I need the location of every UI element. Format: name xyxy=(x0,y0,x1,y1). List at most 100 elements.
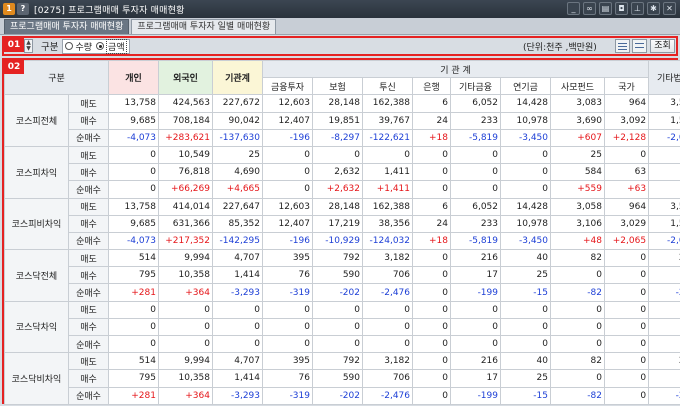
table-cell: 0 xyxy=(412,266,451,285)
header-trust: 투신 xyxy=(362,77,413,96)
close-icon[interactable]: ✕ xyxy=(663,2,676,15)
row-type-label: 매도 xyxy=(68,300,109,319)
table-cell: +66,269 xyxy=(158,180,213,199)
table-cell: -202 xyxy=(312,283,363,302)
table-cell: 28,148 xyxy=(312,197,363,216)
spin-up-icon[interactable]: ▲ xyxy=(26,39,31,46)
radio-quantity[interactable]: 수량 xyxy=(65,40,92,53)
table-cell: -5,819 xyxy=(450,231,501,251)
table-row[interactable]: 매수 9,685 708,184 90,042 12,407 19,851 39,767 24… xyxy=(5,111,680,130)
table-cell: -82 xyxy=(550,283,605,302)
radio-amount-dot[interactable] xyxy=(96,42,105,50)
table-cell: 0 xyxy=(603,317,650,337)
table-cell: 9,994 xyxy=(158,249,213,268)
tab-investor-daily[interactable]: 프로그램매매 투자자 일별 매매현황 xyxy=(131,19,277,34)
table-cell: 40 xyxy=(500,249,551,268)
table-cell: 25 xyxy=(500,266,551,285)
table-cell: 227,672 xyxy=(212,94,263,113)
link-icon[interactable]: ∞ xyxy=(583,2,596,15)
table-row[interactable]: 코스닥차익매도000000000000 xyxy=(4,300,680,354)
table-row[interactable]: 순매수 0 +66,269 +4,665 0 +2,632 +1,411 0 0 0 +559 +63… xyxy=(5,180,680,199)
table-cell: 0 xyxy=(312,317,363,337)
radio-quantity-dot[interactable] xyxy=(65,42,74,50)
table-cell: -207 xyxy=(648,386,680,405)
table-row[interactable]: 코스닥전체 매도 514 9,994 4,707 395 792 3,182 0 216 40 82 0… xyxy=(4,249,680,302)
header-other-corp: 기타법인 xyxy=(648,59,680,96)
table-cell: 0 xyxy=(550,369,605,388)
table-cell: -319 xyxy=(262,386,313,405)
table-cell: 25 xyxy=(550,145,605,165)
table-cell: 0 xyxy=(648,317,680,337)
minimize-icon[interactable]: _ xyxy=(567,2,580,15)
table-cell: 0 xyxy=(262,317,313,337)
table-cell: 964 xyxy=(603,94,650,113)
table-cell: 9,685 xyxy=(108,214,159,233)
table-cell: 233 xyxy=(450,111,501,130)
pin-icon[interactable]: ⊥ xyxy=(631,2,644,15)
row-type-label: 매수 xyxy=(68,111,109,130)
investor-trading-table: 구분 개인 외국인 기관계 기 관 계 기타법인 금융투자 보험 투신 은행 기… xyxy=(4,59,680,405)
table-cell: 1,414 xyxy=(212,369,263,388)
table-cell: 10,549 xyxy=(158,145,213,165)
table-cell: 0 xyxy=(500,317,551,337)
table-cell: 25 xyxy=(500,369,551,388)
table-row[interactable]: 코스피비차익 매도 13,758 414,014 227,647 12,603 28,148… xyxy=(4,197,680,251)
table-cell: 0 xyxy=(362,145,413,165)
table-cell: 0 xyxy=(412,369,451,388)
table-cell: -2,002 xyxy=(648,128,680,147)
table-cell: 0 xyxy=(648,334,680,354)
spin-down-icon[interactable]: ▼ xyxy=(26,45,31,52)
table-cell: 0 xyxy=(108,300,159,319)
row-type-label: 매수 xyxy=(68,369,109,388)
table-cell: 17 xyxy=(450,266,501,285)
table-cell: 0 xyxy=(262,145,313,165)
table-cell: 0 xyxy=(312,300,363,319)
table-row[interactable]: 순매수 -4,073 +217,352 -142,295 -196 -10,929 -124… xyxy=(5,231,680,251)
table-cell: 3,579 xyxy=(648,197,680,216)
table-cell: 12,603 xyxy=(262,197,313,216)
table-row[interactable]: 순매수 -4,073 +283,621 -137,630 -196 -8,297 -122,… xyxy=(5,128,680,147)
tab-investor-status[interactable]: 프로그램매매 투자자 매매현황 xyxy=(4,19,130,34)
table-cell: 162,388 xyxy=(362,94,413,113)
table-row[interactable]: 순매수000000000000 xyxy=(5,334,680,354)
table-row[interactable]: 매수 9,685 631,366 85,352 12,407 17,219 38,356 24… xyxy=(5,214,680,233)
header-individual: 개인 xyxy=(108,59,159,96)
help-icon[interactable]: ? xyxy=(17,3,29,15)
table-cell: 0 xyxy=(412,163,451,182)
camera-icon[interactable]: ◘ xyxy=(615,2,628,15)
print-icon[interactable]: ▤ xyxy=(599,2,612,15)
table-cell: 0 xyxy=(412,283,451,302)
table-row[interactable]: 순매수 +281 +364 -3,293 -319 -202 -2,476 0 -199 -15-… xyxy=(5,386,680,405)
table-cell: 792 xyxy=(312,352,363,371)
table-view-icon[interactable] xyxy=(632,39,647,53)
table-cell: -3,293 xyxy=(212,386,263,405)
table-cell: 3,579 xyxy=(648,94,680,113)
header-bank: 은행 xyxy=(412,77,451,96)
table-cell: 10,978 xyxy=(500,111,551,130)
table-cell: 60 xyxy=(648,369,680,388)
table-row[interactable]: 코스피전체 매도 13,758 424,563 227,672 12,603 28,148 1… xyxy=(4,94,680,147)
list-view-icon[interactable] xyxy=(615,39,630,53)
table-row[interactable]: 매수000000000000 xyxy=(5,317,680,337)
table-cell: 3,083 xyxy=(550,94,605,113)
unit-radio-group: 수량 금액 xyxy=(62,38,130,54)
query-button[interactable]: 조회 xyxy=(650,39,675,53)
row-type-label: 매도 xyxy=(68,197,109,216)
table-row[interactable]: 코스닥비차익 매도 514 9,994 4,707 395 792 3,182 0 216 40 82… xyxy=(4,352,680,405)
section-badge-01: 01 xyxy=(4,38,24,52)
table-cell: 60 xyxy=(648,266,680,285)
table-cell: 0 xyxy=(212,317,263,337)
table-cell: -199 xyxy=(450,386,501,405)
radio-amount[interactable]: 금액 xyxy=(96,38,127,54)
table-cell: 792 xyxy=(312,249,363,268)
table-cell: 0 xyxy=(262,180,313,199)
table-cell: 216 xyxy=(450,352,501,371)
table-row[interactable]: 순매수 +281 +364 -3,293 -319 -202 -2,476 0 -199 -15-… xyxy=(5,283,680,302)
row-type-label: 매도 xyxy=(68,352,109,371)
settings-icon[interactable]: ✱ xyxy=(647,2,660,15)
spinner[interactable]: ▲ ▼ xyxy=(24,39,33,53)
